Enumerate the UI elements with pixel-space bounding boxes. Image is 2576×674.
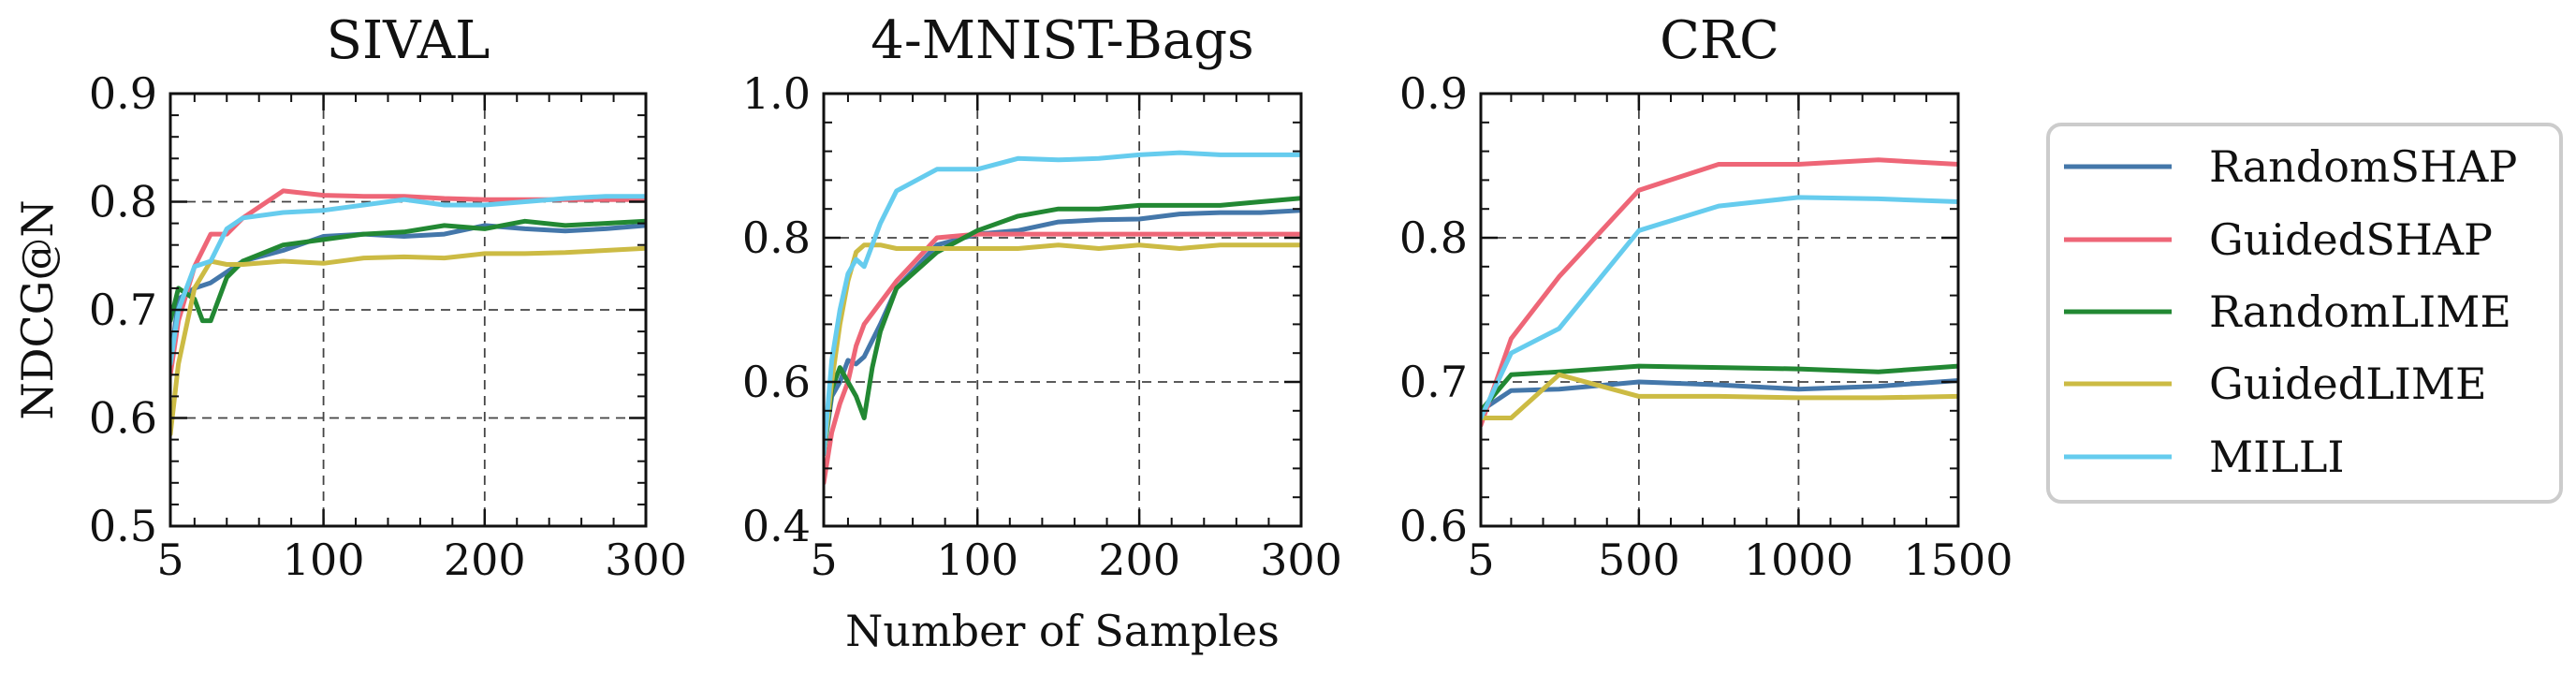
legend-entry: GuidedLIME <box>2064 359 2487 409</box>
x-tick-label: 200 <box>444 535 526 585</box>
y-axis-label: NDCG@N <box>12 199 63 419</box>
y-tick-label: 0.9 <box>89 68 157 119</box>
x-tick-label: 5 <box>810 535 837 585</box>
legend-label: GuidedSHAP <box>2209 214 2493 265</box>
legend-frame <box>2046 123 2563 504</box>
y-tick-label: 0.8 <box>742 212 811 263</box>
y-tick-label: 0.6 <box>742 357 811 407</box>
x-tick-label: 1500 <box>1903 535 2012 585</box>
series-line-milli <box>1481 195 1958 420</box>
y-tick-label: 0.4 <box>742 501 811 551</box>
series-line-randomshap <box>170 223 646 367</box>
x-tick-label: 100 <box>936 535 1018 585</box>
series-line-guidedlime <box>1481 372 1958 420</box>
chart-title: 4-MNIST-Bags <box>871 10 1254 71</box>
series-line-milli <box>170 194 646 367</box>
legend-entry: GuidedSHAP <box>2064 214 2493 265</box>
chart-title: CRC <box>1660 10 1779 71</box>
legend-label: MILLI <box>2209 432 2345 482</box>
legend-entry: RandomLIME <box>2064 286 2511 337</box>
series-line-randomlime <box>170 218 646 324</box>
legend-entry: RandomSHAP <box>2064 141 2517 192</box>
x-tick-label: 5 <box>1467 535 1494 585</box>
series-line-randomlime <box>1481 363 1958 414</box>
y-tick-label: 0.6 <box>1399 501 1468 551</box>
series-line-randomshap <box>1481 378 1958 414</box>
plot-frame <box>1479 92 1960 528</box>
y-tick-label: 0.8 <box>1399 212 1468 263</box>
series-group <box>1481 157 1958 428</box>
y-tick-label: 0.7 <box>89 285 157 335</box>
x-tick-label: 1000 <box>1744 535 1853 585</box>
x-tick-label: 300 <box>605 535 687 585</box>
x-tick-label: 300 <box>1260 535 1342 585</box>
x-tick-label: 100 <box>283 535 365 585</box>
series-line-guidedlime <box>170 245 646 437</box>
legend-label: RandomSHAP <box>2209 141 2517 192</box>
plot-frame <box>822 92 1303 528</box>
series-line-randomlime <box>824 196 1301 457</box>
x-tick-label: 5 <box>156 535 183 585</box>
series-line-guidedlime <box>824 242 1301 457</box>
series-group <box>824 150 1301 486</box>
series-line-guidedshap <box>824 231 1301 486</box>
y-tick-label: 0.6 <box>89 393 157 444</box>
y-tick-label: 0.9 <box>1399 68 1468 119</box>
x-axis-label: Number of Samples <box>845 606 1280 656</box>
chart-title: SIVAL <box>327 10 490 71</box>
y-tick-label: 0.8 <box>89 177 157 227</box>
legend-label: RandomLIME <box>2209 286 2511 337</box>
legend: RandomSHAP GuidedSHAP RandomLIME GuidedL… <box>2046 123 2563 504</box>
chart-panel: 5 100 200 300 0.4 0.6 0.8 1.0 4-MNIST-Bags Number… <box>742 10 1342 656</box>
series-line-milli <box>824 150 1301 457</box>
series-group <box>170 188 646 437</box>
legend-label: GuidedLIME <box>2209 359 2487 409</box>
legend-entry: MILLI <box>2064 432 2345 482</box>
chart-panel: 5 500 1000 1500 0.6 0.7 0.8 0.9 CRC <box>1399 10 2013 585</box>
y-tick-label: 0.5 <box>89 501 157 551</box>
series-line-guidedshap <box>1481 157 1958 428</box>
x-tick-label: 200 <box>1098 535 1180 585</box>
x-tick-label: 500 <box>1598 535 1680 585</box>
y-tick-label: 0.7 <box>1399 357 1468 407</box>
y-tick-label: 1.0 <box>742 68 811 119</box>
chart-panel: 5 100 200 300 0.5 0.6 0.7 0.8 0.9 SIVAL NDCG@N <box>12 10 687 585</box>
